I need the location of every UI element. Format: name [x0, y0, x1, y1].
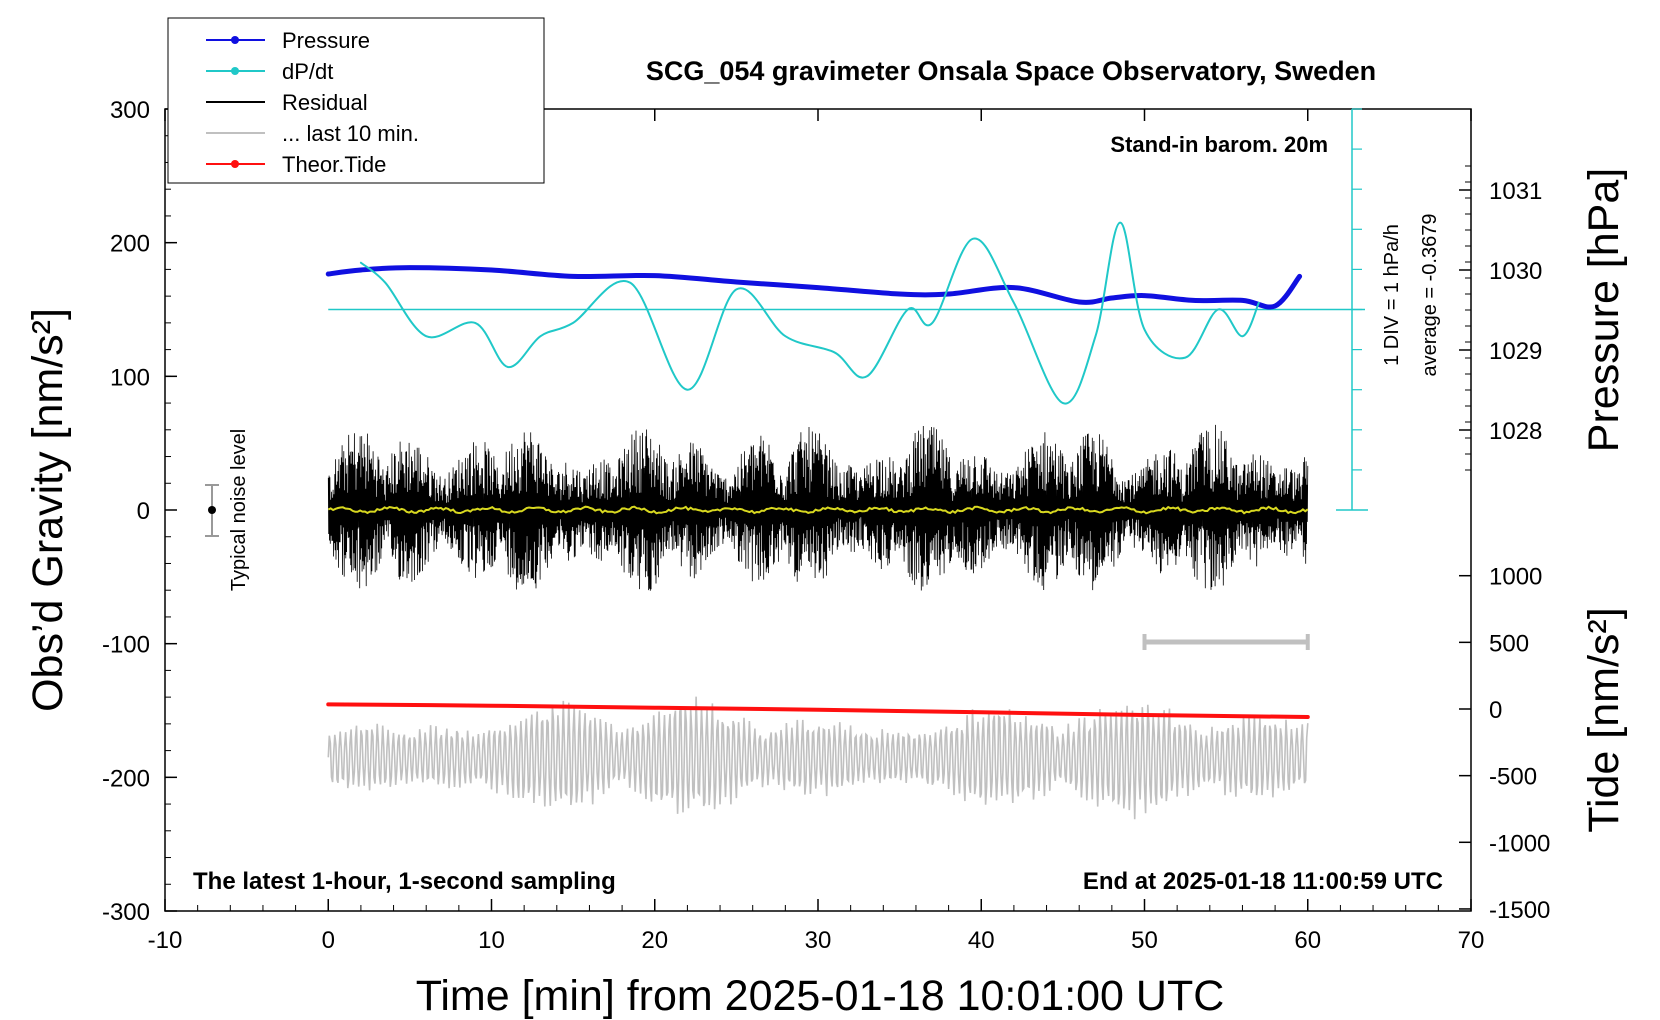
y-axis-label-pressure: Pressure [hPa] [1580, 168, 1628, 452]
legend-marker [231, 160, 239, 168]
series-layer [325, 221, 1365, 820]
x-tick-label: 0 [322, 927, 335, 954]
sampling-note: The latest 1-hour, 1-second sampling [193, 868, 616, 895]
y-axis-label-left: Obs’d Gravity [nm/s²] [24, 308, 72, 712]
y-axis-ticks-left: 300 200 100 0 -100 -200 -300 [102, 97, 177, 926]
x-tick-label: 70 [1458, 927, 1485, 954]
legend-label: Residual [282, 90, 368, 115]
legend-label: Pressure [282, 28, 370, 53]
last-10-min-bar [1142, 634, 1310, 650]
pressure-axis-ticks: 1031 1030 1029 1028 [1459, 165, 1542, 471]
tide-tick-label: 500 [1489, 630, 1529, 657]
dpdt-line [359, 221, 1260, 405]
y-axis-label-tide: Tide [nm/s²] [1580, 607, 1628, 832]
x-tick-label: -10 [148, 927, 183, 954]
tide-tick-label: 0 [1489, 697, 1502, 724]
x-tick-label: 60 [1294, 927, 1321, 954]
legend-marker [231, 36, 239, 44]
residual-mean-line [327, 505, 1309, 515]
pressure-tick-label: 1028 [1489, 418, 1542, 445]
legend-label: dP/dt [282, 59, 333, 84]
noise-level-indicator [205, 484, 219, 537]
dpdt-average-label: average = -0.3679 [1419, 214, 1441, 377]
x-axis-ticks: -10 0 10 20 30 40 50 60 70 [148, 109, 1485, 954]
x-tick-label: 10 [478, 927, 505, 954]
legend-marker [231, 67, 239, 75]
x-axis-label: Time [min] from 2025-01-18 10:01:00 UTC [416, 972, 1225, 1020]
y-tick-label: -300 [102, 899, 150, 926]
tide-tick-label: -1500 [1489, 897, 1550, 924]
barometer-note: Stand-in barom. 20m [1110, 132, 1328, 157]
y-tick-label: -100 [102, 632, 150, 659]
pressure-line [325, 265, 1303, 310]
theor-tide-line [326, 702, 1310, 719]
legend-label: Theor.Tide [282, 152, 386, 177]
tide-tick-label: -1000 [1489, 830, 1550, 857]
legend: Pressure dP/dt Residual ... last 10 min. The… [167, 17, 545, 184]
residual-line [327, 424, 1309, 591]
x-tick-label: 20 [641, 927, 668, 954]
pressure-tick-label: 1029 [1489, 338, 1542, 365]
y-tick-label: -200 [102, 765, 150, 792]
pressure-tick-label: 1030 [1489, 258, 1542, 285]
y-tick-label: 300 [110, 97, 150, 124]
tide-axis-ticks: 1000 500 0 -500 -1000 -1500 [1459, 564, 1550, 924]
pressure-tick-label: 1031 [1489, 178, 1542, 205]
x-tick-label: 50 [1131, 927, 1158, 954]
y-tick-label: 100 [110, 364, 150, 391]
noise-level-label: Typical noise level [228, 429, 250, 591]
last-10-min-line [327, 696, 1309, 820]
legend-label: ... last 10 min. [282, 121, 419, 146]
x-tick-label: 30 [805, 927, 832, 954]
tide-tick-label: -500 [1489, 764, 1537, 791]
x-tick-label: 40 [968, 927, 995, 954]
chart-title: SCG_054 gravimeter Onsala Space Observat… [646, 56, 1376, 86]
dpdt-scale-label: 1 DIV = 1 hPa/h [1381, 224, 1403, 366]
y-tick-label: 200 [110, 231, 150, 258]
tide-tick-label: 1000 [1489, 564, 1542, 591]
end-time-note: End at 2025-01-18 11:00:59 UTC [1083, 868, 1443, 895]
y-tick-label: 0 [137, 498, 150, 525]
